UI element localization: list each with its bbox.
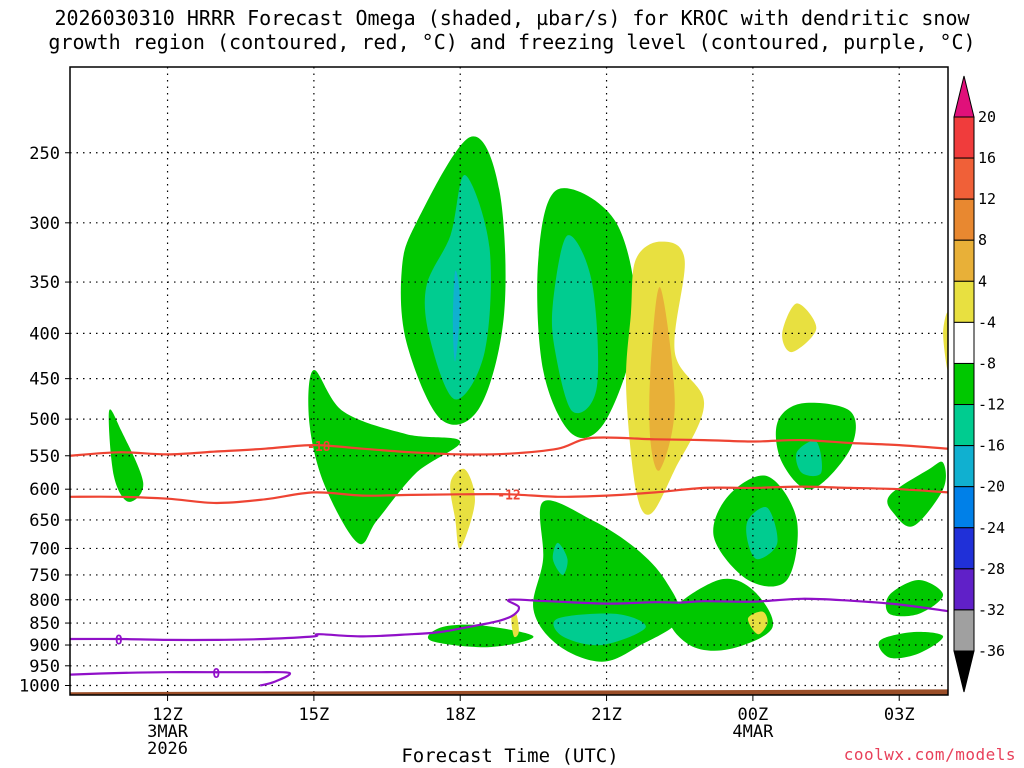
omega-region-4 [452,270,461,362]
omega-region-22 [782,303,817,353]
colorbar-swatch-8 [953,445,975,488]
colorbar-label-4: 4 [978,272,987,290]
temperature-contours [70,436,948,687]
colorbar-label--12: -12 [978,396,1005,414]
colorbar-legend: 20 16 12 8 4 -4 -8 -12 -16 -20 -24 -28 -32 -36 [953,75,1005,693]
colorbar-swatch-3 [953,239,975,282]
x-tick-sublabel-3MAR: 3MAR [147,722,189,742]
omega-region-13 [746,507,778,560]
omega-region-10 [552,542,568,575]
colorbar-label-16: 16 [978,149,996,167]
chart-title-line-2: growth region (contoured, red, °C) and f… [48,30,976,54]
chart-title-line-1: 2026030310 HRRR Forecast Omega (shaded, … [54,6,970,30]
omega-region-1 [308,369,461,545]
dendritic-contour-line-0 [70,436,948,457]
omega-region-15 [795,440,823,477]
colorbar-bottom-arrow [953,650,975,693]
colorbar-label-8: 8 [978,231,987,249]
colorbar-label-20: 20 [978,108,996,126]
ground-terrain [70,689,948,695]
x-tick-sublabel-4MAR: 4MAR [732,722,774,742]
y-tick-label-600: 600 [29,480,60,500]
omega-shading [108,136,948,662]
colorbar-swatch-0 [953,116,975,159]
dendritic-contour-label-0: -18 [307,440,331,455]
y-tick-label-350: 350 [29,273,60,293]
y-axis: 2503003504004505005506006507007508008509… [19,144,70,697]
colorbar-top-arrow [953,75,975,118]
y-tick-label-800: 800 [29,591,60,611]
y-tick-label-400: 400 [29,324,60,344]
y-tick-label-500: 500 [29,410,60,430]
y-tick-label-450: 450 [29,370,60,390]
colorbar-swatch-6 [953,362,975,406]
x-tick-label-03Z: 03Z [884,705,915,725]
y-tick-label-550: 550 [29,447,60,467]
colorbar-swatch-9 [953,486,975,529]
y-tick-label-950: 950 [29,657,60,677]
omega-region-0 [108,409,144,502]
omega-region-21 [450,468,475,549]
y-tick-label-750: 750 [29,566,60,586]
x-tick-label-00Z: 00Z [738,705,769,725]
colorbar-swatch-4 [953,280,975,323]
freezing-contour-label-0: 0 [115,633,123,648]
freezing-contour-line-0 [70,597,948,642]
x-tick-label-21Z: 21Z [591,705,622,725]
y-tick-label-700: 700 [29,539,60,559]
colorbar-label--8: -8 [978,354,996,372]
dendritic-contour-line-1 [70,485,948,505]
y-tick-label-650: 650 [29,511,60,531]
y-tick-label-1000: 1000 [19,677,60,697]
colorbar-swatch-10 [953,527,975,570]
dendritic-contour-label-1: -12 [497,488,520,503]
colorbar-swatch-5 [953,321,975,364]
x-tick-label-15Z: 15Z [299,705,330,725]
omega-region-17 [885,580,944,617]
colorbar-label--36: -36 [978,642,1005,660]
colorbar-label--20: -20 [978,478,1005,496]
colorbar-swatch-2 [953,198,975,241]
colorbar-label-12: 12 [978,190,996,208]
freezing-contour-line-1 [70,670,292,687]
contour-labels: -18 -12 0 0 [115,440,521,682]
x-axis-title: Forecast Time (UTC) [401,745,619,767]
colorbar-label--24: -24 [978,519,1005,537]
site-credit: coolwx.com/models [843,745,1016,764]
plot-frame [69,66,949,696]
colorbar-label--16: -16 [978,437,1005,455]
x-tick-sublabel-2026: 2026 [147,739,188,759]
colorbar-swatch-11 [953,568,975,611]
colorbar-label--28: -28 [978,560,1005,578]
colorbar-label--4: -4 [978,313,996,331]
colorbar-swatch-13 [953,609,975,652]
x-tick-label-18Z: 18Z [445,705,476,725]
omega-region-24 [511,613,519,638]
y-tick-label-850: 850 [29,614,60,634]
omega-region-25 [747,611,768,635]
freezing-contour-label-1: 0 [212,667,220,682]
y-tick-label-300: 300 [29,214,60,234]
colorbar-swatch-7 [953,404,975,447]
omega-region-16 [887,461,946,527]
colorbar-label--32: -32 [978,601,1005,619]
omega-region-6 [551,235,599,414]
grid-lines [70,67,948,695]
omega-region-9 [553,613,646,646]
x-tick-label-12Z: 12Z [152,705,183,725]
omega-region-11 [669,578,774,651]
y-tick-label-900: 900 [29,636,60,656]
y-tick-label-250: 250 [29,144,60,164]
omega-region-23 [943,312,948,371]
omega-region-18 [878,631,944,659]
colorbar-swatch-1 [953,157,975,200]
ground-fill [70,689,948,695]
